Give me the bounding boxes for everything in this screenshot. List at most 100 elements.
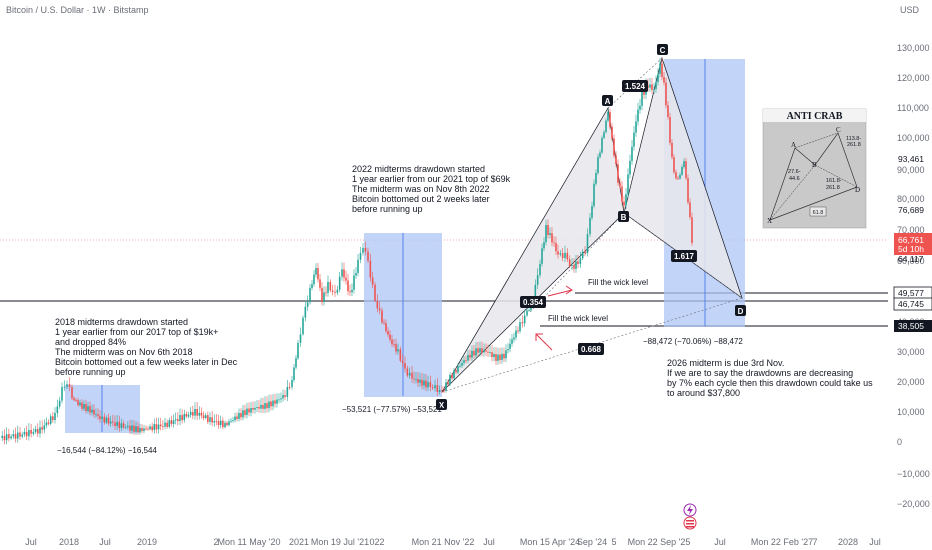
candle-body xyxy=(619,182,621,187)
candle-body xyxy=(109,421,112,424)
svg-text:A: A xyxy=(791,141,796,149)
x-tick-label: Mon 21 Nov '22 xyxy=(412,537,475,547)
candle-body xyxy=(555,243,557,252)
svg-text:1 year earlier from our 2017 t: 1 year earlier from our 2017 top of $19k… xyxy=(55,327,218,337)
y-tick-label: 80,000 xyxy=(897,194,925,204)
candle-body xyxy=(591,205,593,218)
candle-body xyxy=(280,398,282,400)
candle-body xyxy=(12,434,15,437)
candle-body xyxy=(5,434,8,441)
candle-body xyxy=(359,252,362,260)
y-tick-label: 0 xyxy=(897,437,902,447)
candle-body xyxy=(319,279,321,288)
svg-text:and dropped 84%: and dropped 84% xyxy=(55,337,126,347)
candle-body xyxy=(497,354,499,361)
price-tag-76689: 76,689 xyxy=(898,205,924,215)
candle-body xyxy=(141,427,143,432)
candle-body xyxy=(589,217,591,235)
candle-body xyxy=(417,378,419,383)
candle-body xyxy=(389,334,391,340)
candle-body xyxy=(639,105,641,110)
lightning-icon[interactable] xyxy=(683,503,697,517)
candle-body xyxy=(41,427,43,430)
candle-body xyxy=(288,387,291,388)
candle-body xyxy=(505,350,507,359)
candle-body xyxy=(232,420,234,421)
svg-text:The midterm was on Nov 6th 201: The midterm was on Nov 6th 2018 xyxy=(55,347,193,357)
candle-body xyxy=(91,409,93,413)
candle-body xyxy=(457,366,459,373)
candle-body xyxy=(66,384,68,387)
x-tick-label: Mon 11 May '20 xyxy=(217,537,280,547)
point-a-label: A xyxy=(605,97,611,106)
candle-body xyxy=(334,291,336,293)
note-2018: 2018 midterms drawdown started 1 year ea… xyxy=(55,317,238,377)
y-tick-label: 30,000 xyxy=(897,347,925,357)
x-tick-label: 2018 xyxy=(59,537,79,547)
candle-body xyxy=(517,330,519,332)
candle-body xyxy=(557,251,559,255)
candle-body xyxy=(264,403,266,409)
candle-body xyxy=(28,430,30,437)
candle-body xyxy=(577,261,579,264)
candle-body xyxy=(571,265,573,266)
candle-body xyxy=(659,63,661,74)
candle-body xyxy=(236,416,238,419)
candle-body xyxy=(85,404,87,411)
candle-body xyxy=(341,269,343,277)
candle-body xyxy=(114,422,116,426)
candle-body xyxy=(153,424,156,431)
candle-body xyxy=(509,343,511,349)
candle-body xyxy=(501,353,503,360)
candle-body xyxy=(306,302,309,307)
candle-body xyxy=(230,420,232,422)
candle-body xyxy=(39,427,41,434)
candle-body xyxy=(651,84,653,90)
candle-body xyxy=(419,379,421,383)
candle-body xyxy=(155,424,158,430)
svg-text:161.8-: 161.8- xyxy=(826,178,842,184)
candle-body xyxy=(63,386,66,388)
x-tick-label: Jul xyxy=(869,537,881,547)
candle-body xyxy=(357,259,359,273)
candle-body xyxy=(447,382,449,385)
drawdown-box-2018 xyxy=(65,385,140,433)
inset-anti-crab: ANTI CRAB X A B C D 27.6- 44.6 113.8- 26… xyxy=(762,108,867,229)
candle-body xyxy=(534,284,537,303)
note-2022: 2022 midterms drawdown started 1 year ea… xyxy=(352,164,511,214)
candle-body xyxy=(219,420,222,426)
candle-body xyxy=(449,375,451,385)
candle-body xyxy=(54,412,56,420)
flag-us-icon[interactable] xyxy=(683,516,697,530)
candle-body xyxy=(187,414,190,417)
x-tick-label: 2028 xyxy=(838,537,858,547)
candle-body xyxy=(200,412,203,416)
candle-body xyxy=(89,406,91,413)
candle-body xyxy=(315,268,317,275)
candle-body xyxy=(643,92,645,95)
svg-text:0.354: 0.354 xyxy=(523,298,544,307)
svg-text:before running up: before running up xyxy=(55,367,126,377)
candle-body xyxy=(499,354,501,360)
y-tick-label: 70,000 xyxy=(897,225,925,235)
candle-body xyxy=(209,417,211,422)
candle-body xyxy=(228,421,230,426)
candle-body xyxy=(434,385,436,389)
candle-body xyxy=(19,432,21,437)
candle-body xyxy=(399,349,402,361)
candle-body xyxy=(164,422,166,427)
candle-body xyxy=(317,268,319,280)
candle-body xyxy=(627,174,629,195)
candle-body xyxy=(268,401,270,409)
candle-body xyxy=(224,422,226,428)
candle-body xyxy=(547,225,549,235)
candle-body xyxy=(157,424,160,430)
candle-body xyxy=(526,310,528,316)
svg-text:66,761: 66,761 xyxy=(898,235,924,245)
candle-body xyxy=(304,306,307,318)
svg-text:2018 midterms drawdown started: 2018 midterms drawdown started xyxy=(55,317,188,327)
candle-body xyxy=(545,225,547,243)
candle-body xyxy=(364,247,367,252)
candle-body xyxy=(260,404,262,409)
candle-body xyxy=(79,402,81,406)
